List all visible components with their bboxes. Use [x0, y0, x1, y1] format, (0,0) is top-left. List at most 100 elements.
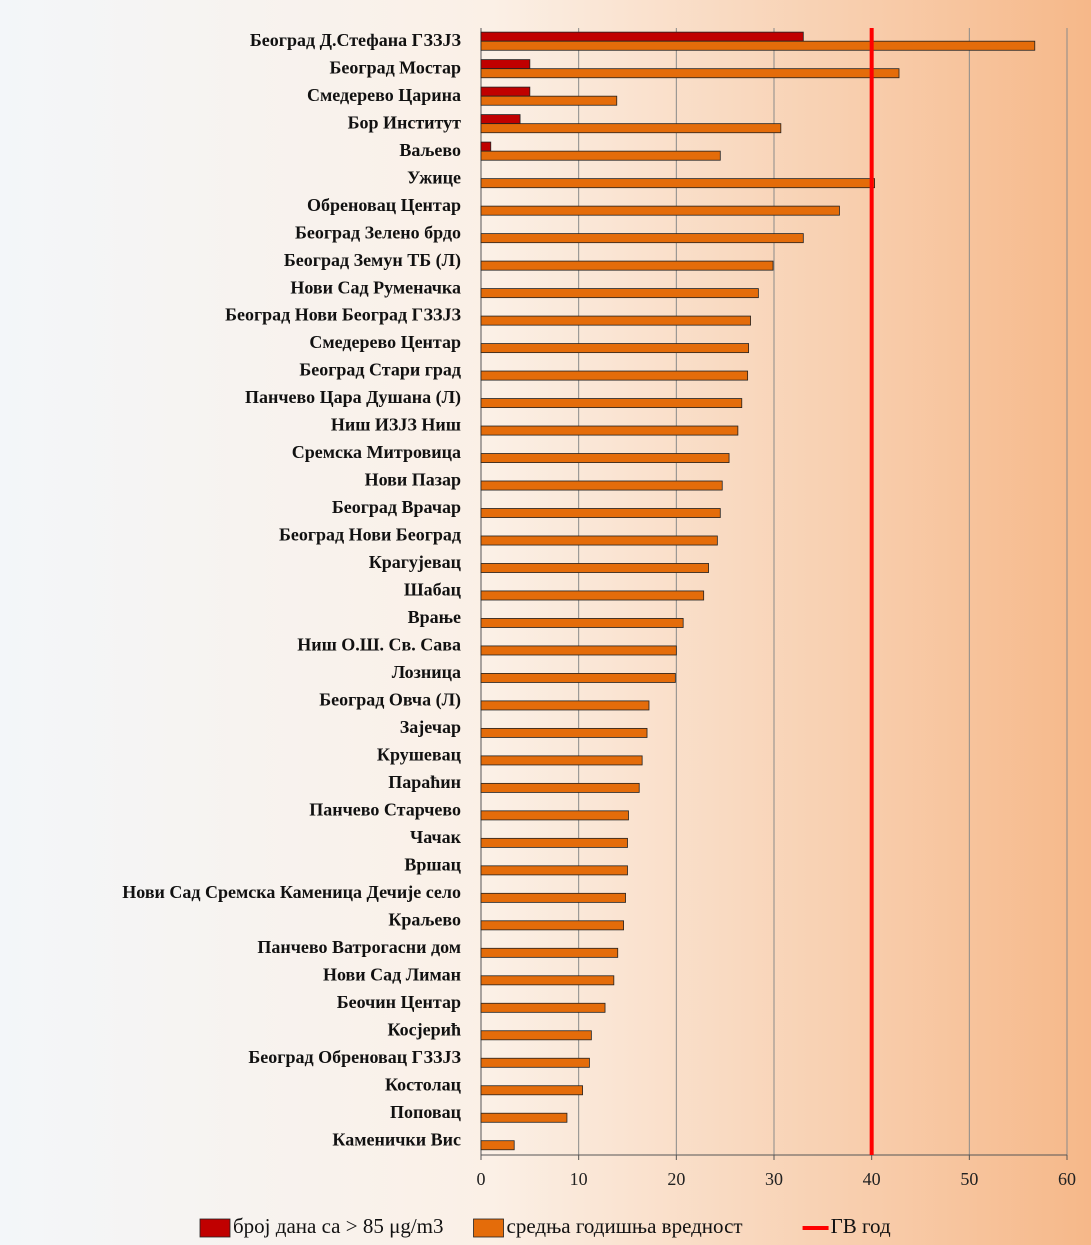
y-tick-label: Београд Нови Београд ГЗЗЈЗ [225, 305, 461, 325]
y-tick-label: Панчево Цара Душана (Л) [245, 387, 461, 408]
y-tick-label: Сремска Митровица [292, 442, 461, 462]
y-tick-label: Смедерево Царина [307, 85, 461, 105]
bar [480, 1085, 583, 1096]
bar [480, 453, 730, 463]
y-tick-label: Панчево Старчево [309, 800, 461, 820]
y-tick-label: Чачак [410, 827, 462, 847]
y-tick-label: Београд Д.Стефана ГЗЗЈЗ [250, 30, 462, 50]
bar [480, 947, 619, 958]
bar [480, 865, 628, 876]
y-tick-label: Београд Зелено брдо [295, 222, 461, 242]
bar [480, 59, 531, 70]
y-tick-label: Смедерево Центар [309, 332, 461, 352]
bar [480, 755, 643, 766]
y-tick-label: Обреновац Центар [307, 195, 461, 215]
y-tick-label: Поповац [390, 1102, 462, 1122]
x-tick-label: 20 [667, 1169, 685, 1189]
y-tick-label: Зајечар [400, 717, 461, 737]
bar [480, 535, 718, 546]
bar [480, 810, 629, 821]
bar [480, 645, 677, 656]
x-tick-label: 10 [570, 1169, 588, 1189]
bar [480, 837, 628, 848]
bar [480, 288, 759, 299]
y-tick-label: Врање [408, 607, 461, 627]
y-tick-label: Ваљево [399, 140, 461, 160]
bar [480, 1112, 568, 1123]
y-tick-label: Београд Врачар [332, 497, 461, 517]
bar [480, 370, 749, 381]
bar [480, 31, 804, 42]
bar [480, 86, 531, 97]
y-tick-label: Београд Земун ТБ (Л) [284, 250, 461, 271]
y-tick-label: Панчево Ватрогасни дом [257, 937, 461, 957]
bar [480, 123, 782, 134]
bar [480, 68, 900, 79]
bar [480, 618, 684, 628]
bar [480, 205, 840, 216]
y-tick-label: Ужице [407, 167, 461, 187]
bar [480, 150, 721, 161]
y-tick-label: Вршац [404, 855, 461, 875]
y-tick-label: Каменички Вис [332, 1129, 461, 1149]
bar [480, 700, 650, 711]
bar [480, 590, 705, 601]
legend-label: средња годишња вредност [507, 1214, 743, 1238]
y-tick-label: Нови Сад Руменачка [290, 277, 461, 297]
y-tick-label: Ниш ИЗЈЗ Ниш [331, 415, 461, 435]
y-tick-label: Крагујевац [369, 552, 462, 572]
y-tick-label: Крушевац [377, 745, 462, 765]
legend-swatch [473, 1218, 504, 1238]
legend-label: број дана са > 85 μg/m3 [233, 1214, 444, 1238]
bar [480, 1030, 592, 1041]
bar [480, 920, 624, 931]
bar [480, 563, 709, 573]
bar [480, 95, 618, 106]
bar [480, 727, 648, 738]
bar [480, 892, 626, 903]
bar [480, 178, 875, 189]
y-tick-label: Нови Сад Лиман [323, 964, 461, 984]
y-tick-label: Београд Мостар [330, 57, 462, 77]
bar [480, 480, 723, 491]
bar [480, 782, 640, 793]
bar [480, 1140, 515, 1151]
bar [480, 114, 521, 125]
bar [480, 233, 804, 244]
bar [480, 1057, 590, 1068]
y-tick-label: Косјерић [387, 1019, 461, 1039]
bar [480, 508, 721, 518]
x-tick-label: 50 [960, 1169, 978, 1189]
y-tick-label: Нови Пазар [365, 470, 461, 490]
bar [480, 1002, 606, 1013]
bar [480, 260, 774, 271]
y-tick-label: Параћин [388, 772, 461, 792]
bar [480, 343, 750, 354]
y-tick-label: Ниш О.Ш. Св. Сава [297, 635, 461, 655]
y-tick-label: Београд Нови Београд [279, 525, 461, 545]
y-tick-label: Лозница [392, 662, 461, 682]
legend-label: ГВ год [831, 1214, 891, 1238]
x-tick-label: 60 [1058, 1169, 1076, 1189]
bar [480, 673, 676, 683]
x-tick-label: 30 [765, 1169, 783, 1189]
bar [480, 975, 615, 986]
bar [480, 141, 492, 152]
y-tick-label: Шабац [404, 580, 462, 600]
bar [480, 40, 1036, 51]
y-tick-label: Бор Институт [348, 112, 462, 132]
y-tick-label: Београд Овча (Л) [319, 690, 461, 711]
x-tick-label: 0 [477, 1169, 486, 1189]
x-tick-label: 40 [863, 1169, 881, 1189]
y-tick-label: Краљево [388, 909, 461, 929]
legend-swatch [199, 1218, 231, 1238]
y-tick-label: Београд Стари град [299, 360, 461, 380]
y-tick-label: Нови Сад Сремска Каменица Дечије село [122, 882, 461, 902]
y-tick-label: Београд Обреновац ГЗЗЈЗ [248, 1047, 461, 1067]
y-tick-label: Костолац [385, 1074, 462, 1094]
bar [480, 315, 751, 326]
y-tick-label: Беочин Центар [337, 992, 461, 1012]
bar [480, 425, 739, 436]
bar [480, 398, 743, 409]
